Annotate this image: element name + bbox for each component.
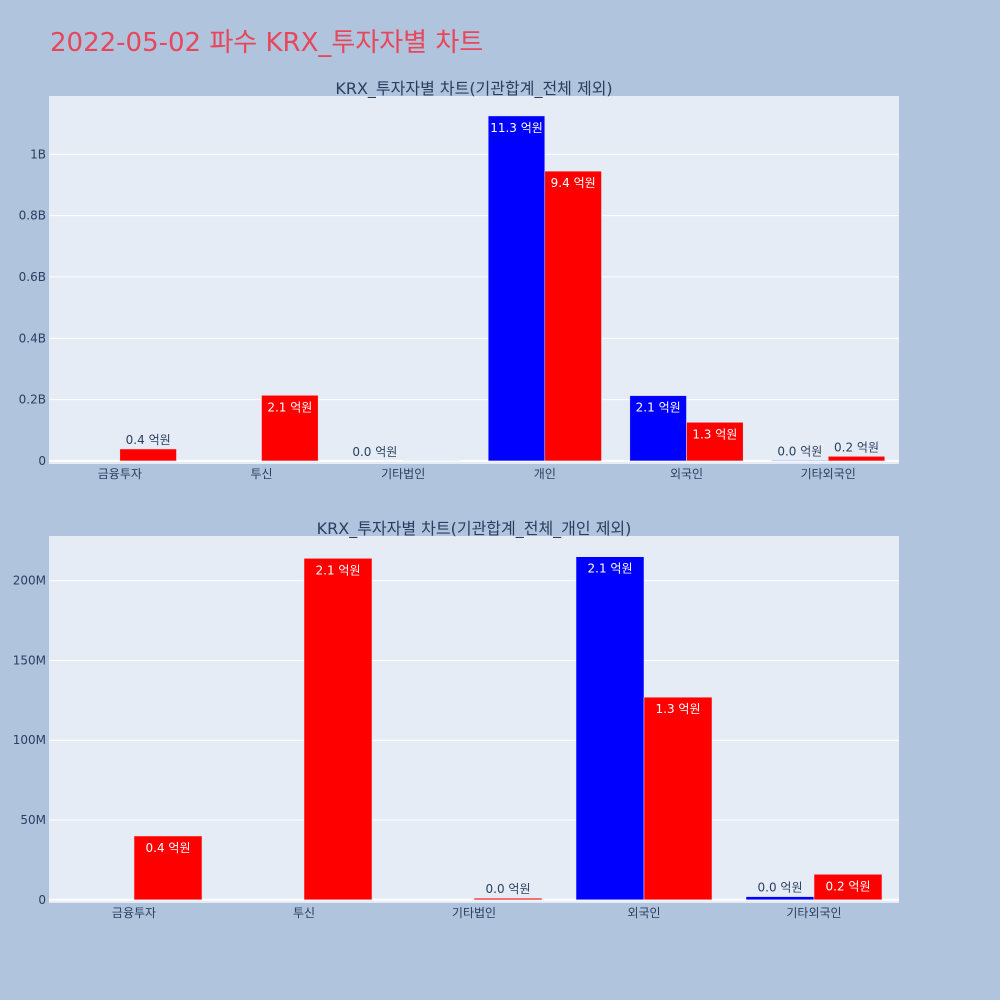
bar-sell [119,448,177,462]
bar-buy [771,460,829,462]
y-tick-label: 0.2B [19,393,46,407]
x-tick-label: 투신 [250,467,272,481]
y-tick-label: 100M [13,733,46,747]
bar-sell [133,835,203,901]
bar-sell [303,558,373,901]
x-tick-label: 외국인 [627,906,660,920]
bar-sell [544,170,602,462]
x-tick-label: 외국인 [670,467,703,481]
bar-sell [686,422,744,462]
bar-buy [629,395,687,462]
x-tick-label: 기타법인 [452,906,496,920]
data-label: 9.4 억원 [551,176,596,190]
x-tick-label: 금융투자 [98,467,142,481]
plot-area [49,96,899,464]
chart-institutional-excluded: 0 0.2B 0.4B 0.6B 0.8B 1B KRX_투자자별 차트(기관합계_전체 제… [19,79,899,481]
bar-sell [827,456,886,462]
x-tick-label: 기타외국인 [786,906,841,920]
y-tick-label: 50M [20,813,46,827]
data-label: 0.2 억원 [826,879,871,893]
y-tick-label: 0.4B [19,331,46,345]
x-tick-label: 금융투자 [112,906,156,920]
data-label: 0.2 억원 [834,440,879,454]
x-tick-label: 개인 [534,467,556,481]
data-label: 1.3 억원 [656,702,701,716]
data-label: 2.1 억원 [267,400,312,414]
y-tick-label: 0 [38,454,46,468]
chart-title: KRX_투자자별 차트(기관합계_전체_개인 제외) [317,519,632,539]
bar-buy [575,556,645,901]
data-label: 0.0 억원 [352,445,397,459]
bar-sell [643,696,713,901]
bar-sell [473,897,543,901]
data-label: 11.3 억원 [490,121,543,135]
x-tick-label: 기타법인 [381,467,425,481]
data-label: 0.4 억원 [126,433,171,447]
chart-institutional-individual-excluded: 0 50M 100M 150M 200M KRX_투자자별 차트(기관합계_전체_개인 제… [13,519,899,920]
data-label: 0.0 억원 [486,882,531,896]
data-label: 2.1 억원 [588,562,633,576]
bar-sell [261,395,319,462]
y-tick-label: 200M [13,574,46,588]
x-tick-label: 기타외국인 [801,467,856,481]
page-title: 2022-05-02 파수 KRX_투자자별 차트 [50,28,484,58]
data-label: 0.0 억원 [777,444,822,458]
data-label: 2.1 억원 [636,401,681,415]
data-label: 0.4 억원 [146,841,191,855]
y-tick-label: 150M [13,653,46,667]
bar-sell [813,874,883,901]
y-tick-label: 0 [38,893,46,907]
data-label: 0.0 억원 [758,881,803,895]
bar-buy [487,115,546,462]
y-tick-label: 1B [30,147,46,161]
bar-buy [745,896,815,901]
y-tick-label: 0.6B [19,270,46,284]
data-label: 1.3 억원 [692,427,737,441]
y-tick-label: 0.8B [19,209,46,223]
chart-title: KRX_투자자별 차트(기관합계_전체 제외) [335,79,612,99]
data-label: 2.1 억원 [316,563,361,577]
x-tick-label: 투신 [293,906,315,920]
